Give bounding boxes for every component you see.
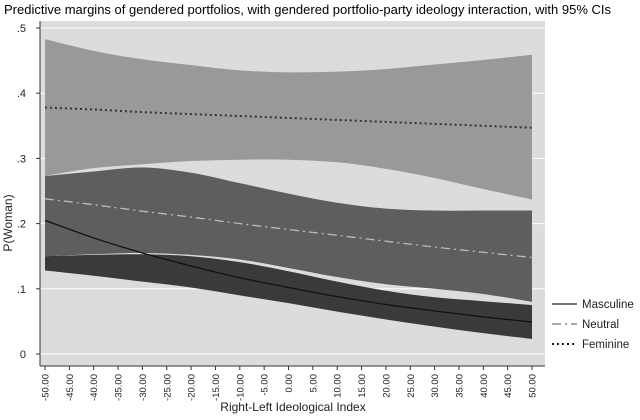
x-tick-label: 15.00 bbox=[357, 374, 368, 398]
x-tick-label: 40.00 bbox=[479, 374, 490, 398]
band-neutral bbox=[45, 167, 532, 302]
y-tick-label: .2 bbox=[17, 219, 26, 231]
x-tick-label: 50.00 bbox=[528, 374, 539, 398]
y-tick-label: .4 bbox=[17, 88, 26, 100]
x-tick-label: -5.00 bbox=[260, 374, 271, 396]
confidence-bands bbox=[45, 39, 532, 339]
x-tick-label: 30.00 bbox=[430, 374, 441, 398]
y-tick-label: .1 bbox=[17, 284, 26, 296]
x-tick-label: 45.00 bbox=[503, 374, 514, 398]
legend-label-feminine: Feminine bbox=[582, 339, 629, 351]
legend-label-neutral: Neutral bbox=[582, 319, 619, 331]
x-tick-label: -20.00 bbox=[187, 374, 198, 401]
band-masculine bbox=[45, 254, 532, 339]
x-tick-label: -35.00 bbox=[114, 374, 125, 401]
legend-label-masculine: Masculine bbox=[582, 299, 634, 311]
chart-title: Predictive margins of gendered portfolio… bbox=[4, 2, 611, 17]
line-neutral bbox=[44, 198, 533, 259]
x-tick-label: -50.00 bbox=[41, 374, 52, 401]
band-feminine bbox=[45, 39, 532, 200]
x-tick-label: 35.00 bbox=[454, 374, 465, 398]
x-tick-label: -15.00 bbox=[211, 374, 222, 401]
x-tick-label: 0.00 bbox=[284, 374, 295, 393]
legend: Masculine Neutral Feminine bbox=[552, 299, 634, 351]
y-axis-title: P(Woman) bbox=[1, 194, 15, 251]
line-masculine bbox=[44, 219, 533, 323]
y-tick-label: .3 bbox=[17, 153, 26, 165]
x-axis-title: Right-Left Ideological Index bbox=[220, 400, 365, 414]
x-tick-label: 20.00 bbox=[381, 374, 392, 398]
x-tick-label: 10.00 bbox=[333, 374, 344, 398]
x-tick-label: 5.00 bbox=[308, 374, 319, 393]
x-tick-label: -10.00 bbox=[235, 374, 246, 401]
x-tick-label: 25.00 bbox=[406, 374, 417, 398]
y-tick-label: .5 bbox=[17, 23, 26, 35]
x-tick-label: -40.00 bbox=[89, 374, 100, 401]
y-axis-ticks: 0 .1 .2 .3 .4 .5 bbox=[17, 23, 40, 361]
x-tick-label: -45.00 bbox=[65, 374, 76, 401]
x-axis-ticks: -50.00 -45.00 -40.00 -35.00 -30.00 -25.00 -20.… bbox=[41, 366, 539, 401]
series-lines bbox=[44, 106, 533, 323]
x-tick-label: -30.00 bbox=[138, 374, 149, 401]
y-tick-label: 0 bbox=[20, 349, 26, 361]
x-tick-label: -25.00 bbox=[162, 374, 173, 401]
